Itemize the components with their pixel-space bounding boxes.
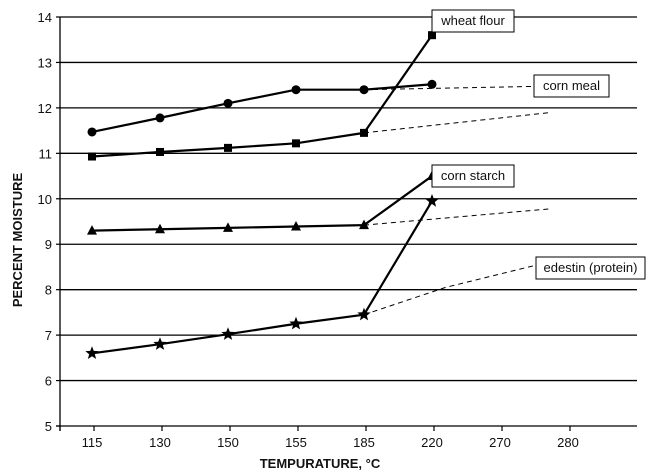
x-tick-label-280: 280 <box>557 435 579 450</box>
series-label-box-3 <box>535 256 646 280</box>
series-markers <box>85 31 439 359</box>
point-0-5 <box>428 31 436 40</box>
series-line-0 <box>91 34 433 158</box>
y-tick-label-11: 11 <box>39 146 53 161</box>
tick-labels: 5 6 7 8 9 10 11 12 13 14 115 130 150 155 185 220 270 280 <box>38 10 579 450</box>
y-tick-label-6: 6 <box>45 374 52 389</box>
extrapolation-3 <box>363 261 552 316</box>
point-2-3 <box>291 220 301 231</box>
series-lines <box>91 34 433 355</box>
x-tick-label-115: 115 <box>82 435 103 450</box>
point-0-0 <box>88 152 96 161</box>
point-0-1 <box>156 147 164 156</box>
series-line-2 <box>91 175 433 232</box>
series-label-3: edestin (protein) <box>544 260 638 275</box>
series-label-box-1 <box>533 74 610 98</box>
point-2-1 <box>155 223 165 234</box>
point-0-4 <box>360 128 368 137</box>
y-tick-label-8: 8 <box>45 283 52 298</box>
point-3-1 <box>153 337 167 350</box>
series-line-3 <box>91 200 433 355</box>
point-1-4 <box>359 85 369 95</box>
point-3-3 <box>289 316 303 330</box>
x-tick-label-270: 270 <box>489 435 511 450</box>
y-tick-label-9: 9 <box>45 237 52 252</box>
point-2-4 <box>359 219 369 230</box>
series-label-1: corn meal <box>543 78 600 93</box>
x-tick-label-150: 150 <box>217 435 239 450</box>
point-3-0 <box>85 346 99 359</box>
extrapolation-2 <box>363 208 552 226</box>
point-1-3 <box>291 85 301 95</box>
point-3-2 <box>221 327 235 340</box>
series-label-box-2 <box>431 164 515 188</box>
extrapolation-lines <box>363 85 552 316</box>
point-0-2 <box>224 143 232 152</box>
point-1-5 <box>427 79 437 89</box>
y-tick-label-14: 14 <box>38 10 52 25</box>
point-1-1 <box>155 113 165 123</box>
x-tick-label-155: 155 <box>285 435 307 450</box>
point-3-5 <box>425 194 439 207</box>
point-3-4 <box>357 307 371 321</box>
y-tick-label-12: 12 <box>38 101 52 116</box>
y-tick-label-10: 10 <box>38 192 52 207</box>
point-2-2 <box>223 222 233 232</box>
y-axis-title: PERCENT MOISTURE <box>10 173 25 308</box>
point-1-2 <box>223 98 233 108</box>
y-tick-label-13: 13 <box>38 55 52 70</box>
grid-lines <box>60 16 637 382</box>
x-tick-label-185: 185 <box>353 435 375 450</box>
point-2-0 <box>87 225 97 235</box>
x-tick-label-220: 220 <box>421 435 443 450</box>
point-0-3 <box>292 139 300 148</box>
series-labels: wheat flour corn meal corn starch edestin (… <box>431 9 646 280</box>
series-line-1 <box>91 83 433 134</box>
point-1-0 <box>87 127 97 137</box>
x-axis-title: TEMPURATURE, °C <box>260 456 381 471</box>
axes <box>56 16 637 431</box>
y-tick-label-5: 5 <box>45 419 52 434</box>
series-label-2: corn starch <box>441 168 505 183</box>
series-label-box-0 <box>431 9 515 33</box>
y-tick-label-7: 7 <box>45 328 52 343</box>
extrapolation-0 <box>363 111 552 134</box>
x-tick-label-130: 130 <box>149 435 171 450</box>
series-label-0: wheat flour <box>440 13 505 28</box>
